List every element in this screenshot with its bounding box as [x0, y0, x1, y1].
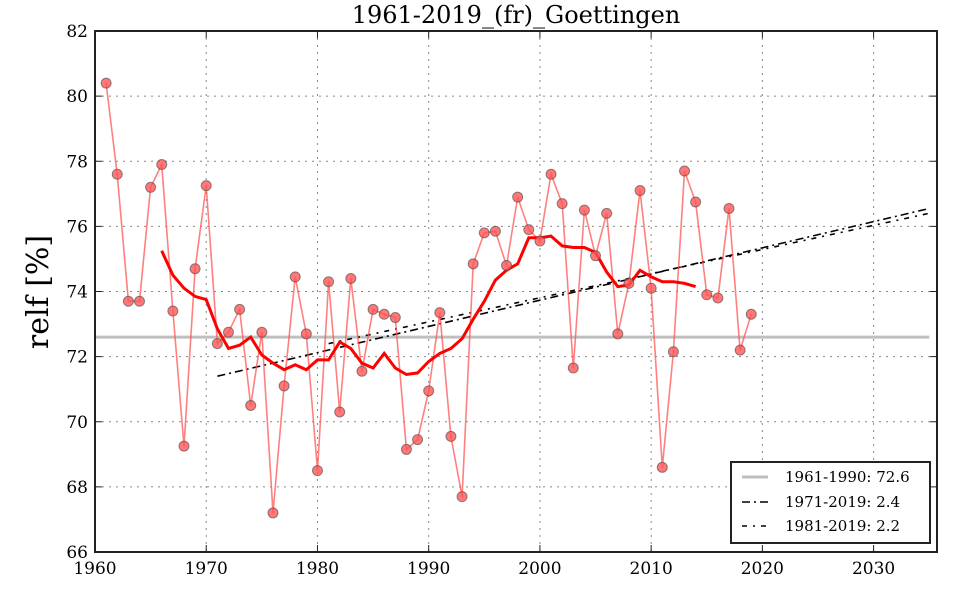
annual-point	[345, 272, 357, 284]
annual-point	[200, 180, 212, 192]
y-tick-label: 80	[66, 87, 88, 107]
annual-point	[734, 344, 746, 356]
annual-point	[667, 346, 679, 358]
annual-point	[245, 399, 257, 411]
annual-point	[378, 308, 390, 320]
annual-point	[122, 295, 134, 307]
annual-point	[467, 258, 479, 270]
annual-point	[178, 440, 190, 452]
annual-point	[578, 204, 590, 216]
annual-point	[412, 434, 424, 446]
annual-point	[389, 312, 401, 324]
annual-point	[300, 328, 312, 340]
annual-point	[556, 198, 568, 210]
annual-point	[745, 308, 757, 320]
x-tick-label: 2000	[518, 559, 561, 579]
x-tick-label: 1970	[185, 559, 228, 579]
plot-marks	[95, 77, 930, 519]
annual-point	[623, 277, 635, 289]
y-tick-label: 66	[66, 543, 88, 563]
annual-point	[601, 207, 613, 219]
axis-ticks: 1960 1970 1980 1990 2000 2010 2020 2030 66 68 70 72…	[66, 22, 937, 579]
annual-point	[645, 282, 657, 294]
annual-point	[489, 225, 501, 237]
annual-point	[278, 380, 290, 392]
y-tick-label: 70	[66, 413, 88, 433]
x-tick-label: 1960	[73, 559, 116, 579]
annual-point	[100, 77, 112, 89]
x-tick-label: 2020	[741, 559, 784, 579]
x-tick-label: 1980	[296, 559, 339, 579]
annual-point	[222, 326, 234, 338]
legend-label-trend-1971: 1971-2019: 2.4	[785, 493, 900, 511]
annual-point	[156, 159, 168, 171]
y-axis-label: relf [%]	[21, 235, 56, 349]
annual-point	[323, 276, 335, 288]
annual-point	[701, 289, 713, 301]
annual-point	[145, 181, 157, 193]
annual-point	[456, 491, 468, 503]
annual-point	[167, 305, 179, 317]
legend: 1961-1990: 72.6 1971-2019: 2.4 1981-2019…	[730, 461, 931, 544]
x-tick-label: 2030	[852, 559, 895, 579]
annual-point	[478, 227, 490, 239]
annual-point	[634, 185, 646, 197]
annual-point	[267, 507, 279, 519]
annual-point	[690, 196, 702, 208]
annual-point	[723, 202, 735, 214]
annual-point	[234, 303, 246, 315]
annual-point	[567, 362, 579, 374]
annual-point	[434, 307, 446, 319]
annual-point	[400, 443, 412, 455]
annual-point	[501, 259, 513, 271]
annual-point	[712, 292, 724, 304]
annual-point	[311, 465, 323, 477]
y-tick-label: 76	[66, 217, 88, 237]
annual-point	[545, 168, 557, 180]
annual-point	[256, 326, 268, 338]
y-tick-label: 82	[66, 22, 88, 42]
running-mean-line	[160, 234, 697, 377]
annual-point	[133, 295, 145, 307]
annual-point	[612, 328, 624, 340]
y-tick-label: 72	[66, 348, 88, 368]
y-tick-label: 78	[66, 152, 88, 172]
chart-title: 1961-2019_(fr)_Goettingen	[352, 1, 681, 29]
x-tick-label: 2010	[630, 559, 673, 579]
annual-point	[111, 168, 123, 180]
annual-point	[189, 263, 201, 275]
annual-point	[656, 461, 668, 473]
annual-point	[523, 224, 535, 236]
annual-point	[211, 338, 223, 350]
legend-label-trend-1981: 1981-2019: 2.2	[785, 517, 900, 535]
annual-point	[356, 365, 368, 377]
annual-point	[423, 385, 435, 397]
annual-point	[289, 271, 301, 283]
legend-label-baseline: 1961-1990: 72.6	[785, 468, 910, 486]
annual-point	[445, 430, 457, 442]
annual-point	[534, 235, 546, 247]
y-tick-label: 74	[66, 283, 88, 303]
annual-point	[367, 303, 379, 315]
annual-point	[512, 191, 524, 203]
x-tick-label: 1990	[407, 559, 450, 579]
annual-point	[334, 406, 346, 418]
annual-point	[590, 250, 602, 262]
annual-point	[679, 165, 691, 177]
y-tick-label: 68	[66, 478, 88, 498]
